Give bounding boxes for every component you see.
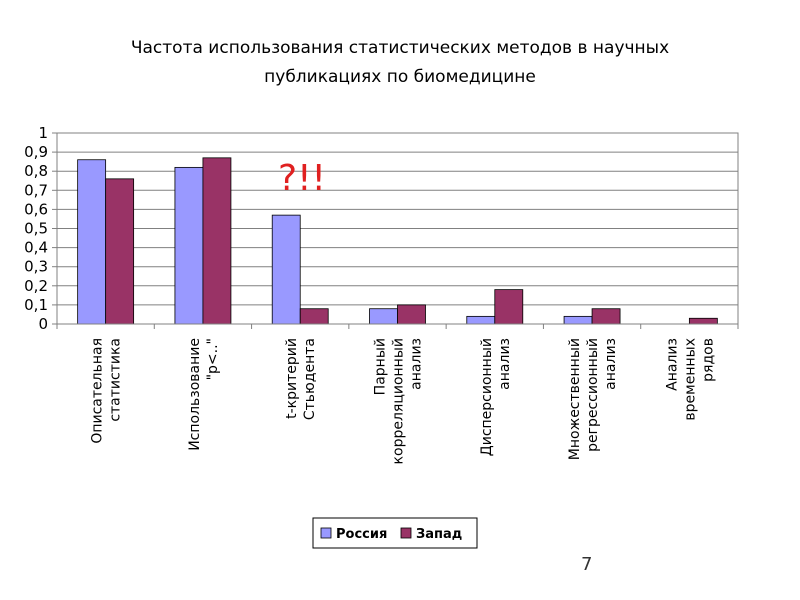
bar-west	[105, 178, 135, 325]
legend: Россия Запад	[312, 517, 478, 549]
y-tick-label: 0,3	[24, 258, 48, 276]
bar-russia	[271, 214, 301, 325]
chart-title-line-1: Частота использования статистических мет…	[131, 38, 669, 58]
legend-label-russia: Россия	[336, 527, 387, 542]
y-tick-label: 0,9	[24, 143, 48, 161]
bar-russia	[174, 166, 204, 325]
bar-west	[494, 289, 524, 325]
y-tick-label: 0,8	[24, 162, 48, 180]
chart-title: Частота использования статистических мет…	[131, 38, 669, 87]
y-axis: 00,10,20,30,40,5 0,60,70,80,91	[24, 124, 57, 333]
x-category-label: статистика	[108, 338, 124, 422]
annotation-text: ?!!	[278, 158, 326, 199]
x-category-label: t-критерий	[284, 338, 300, 419]
page-number: 7	[581, 554, 592, 575]
y-tick-label: 0,6	[24, 200, 48, 218]
x-category-label: Стьюдента	[302, 338, 318, 420]
y-tick-label: 0,1	[24, 296, 48, 314]
bar-russia	[563, 315, 593, 325]
x-axis: Описательная статистика Использование "p<..…	[56, 323, 739, 464]
x-category-label: "p<.."	[205, 338, 221, 380]
bar-russia	[466, 315, 496, 325]
x-category-label: рядов	[700, 338, 716, 382]
legend-swatch-russia	[320, 527, 332, 539]
legend-swatch-west	[400, 527, 412, 539]
bars	[77, 157, 718, 325]
legend-box	[312, 517, 478, 549]
x-category-label: временных	[682, 338, 698, 421]
bar-west	[591, 308, 621, 325]
x-category-label: Анализ	[664, 338, 680, 391]
y-tick-label: 1	[38, 124, 48, 142]
bar-west	[202, 157, 232, 325]
bar-russia	[77, 159, 107, 325]
y-tick-label: 0	[38, 315, 48, 333]
x-category-label: анализ	[409, 338, 425, 390]
x-category-label: Использование	[187, 338, 203, 451]
x-category-label: Описательная	[90, 338, 106, 444]
y-tick-label: 0,2	[24, 277, 48, 295]
x-category-label: корреляционный	[391, 338, 407, 464]
x-category-label: Множественный	[567, 338, 583, 460]
y-tick-label: 0,7	[24, 181, 48, 199]
x-category-label: анализ	[603, 338, 619, 390]
x-category-label: Парный	[373, 338, 389, 395]
bar-west	[397, 304, 426, 325]
y-tick-label: 0,4	[24, 239, 48, 257]
bar-west	[688, 317, 718, 325]
y-tick-label: 0,5	[24, 220, 48, 238]
grid-lines	[57, 151, 738, 306]
bar-west	[299, 308, 329, 325]
legend-label-west: Запад	[416, 527, 462, 542]
bar-russia	[369, 308, 398, 325]
x-category-label: анализ	[497, 338, 513, 390]
x-category-label: регрессионный	[585, 338, 601, 452]
x-category-label: Дисперсионный	[479, 338, 495, 456]
chart-title-line-2: публикациях по биомедицине	[264, 67, 536, 87]
